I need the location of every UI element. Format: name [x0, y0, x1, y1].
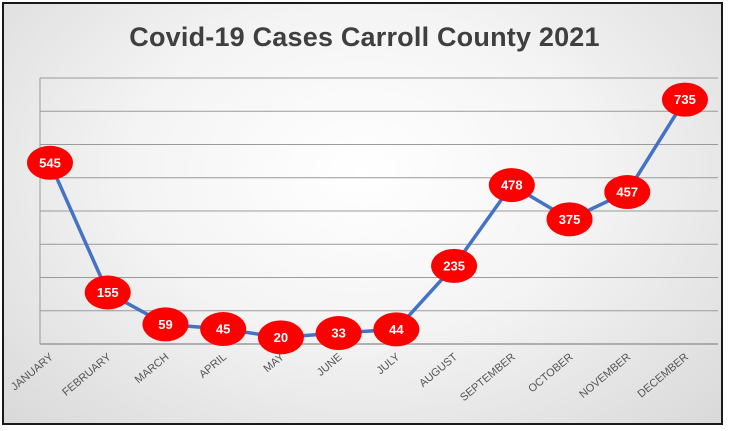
- data-label: 478: [501, 178, 523, 193]
- data-label: 545: [39, 155, 61, 170]
- data-label: 375: [559, 212, 581, 227]
- data-point: 478: [488, 168, 535, 203]
- data-point: 375: [546, 202, 593, 237]
- chart-title: Covid-19 Cases Carroll County 2021: [129, 22, 600, 52]
- data-point: 59: [142, 307, 189, 342]
- data-label: 33: [331, 326, 345, 341]
- x-axis-labels: JANUARY FEBRUARY MARCH APRIL MAY JUNE JULY AUGU…: [9, 351, 691, 404]
- data-markers: 545 155 59 45 20 33 44 235 478 375 457 735: [27, 82, 708, 355]
- data-marker: [27, 145, 73, 180]
- data-marker: [257, 320, 304, 355]
- data-point: 545: [27, 145, 73, 180]
- x-tick-label: MARCH: [133, 351, 172, 386]
- data-marker: [546, 202, 593, 237]
- x-tick-label: JUNE: [315, 351, 345, 379]
- data-marker: [84, 275, 131, 310]
- data-point: 20: [257, 320, 304, 355]
- data-label: 155: [97, 285, 119, 300]
- x-tick-label: SEPTEMBER: [458, 351, 518, 404]
- data-point: 235: [431, 248, 478, 283]
- data-marker: [200, 312, 247, 347]
- data-label: 735: [674, 92, 696, 107]
- data-label: 59: [158, 317, 172, 332]
- x-tick-label: JULY: [375, 351, 403, 377]
- data-marker: [373, 312, 420, 347]
- data-marker: [431, 248, 478, 283]
- x-tick-label: MAY: [261, 351, 287, 375]
- data-marker: [604, 175, 651, 210]
- data-point: 155: [84, 275, 131, 310]
- data-point: 45: [200, 312, 247, 347]
- data-point: 33: [315, 316, 362, 351]
- data-label: 235: [443, 258, 465, 273]
- data-marker: [488, 168, 535, 203]
- data-label: 457: [616, 185, 638, 200]
- x-tick-label: JANUARY: [9, 351, 56, 393]
- data-label: 45: [216, 322, 230, 337]
- data-point: 735: [662, 82, 708, 117]
- x-tick-label: DECEMBER: [635, 351, 691, 400]
- data-label: 44: [389, 322, 404, 337]
- gridlines: [39, 77, 718, 345]
- data-label: 20: [274, 330, 288, 345]
- data-marker: [662, 82, 708, 117]
- x-tick-label: AUGUST: [417, 351, 460, 390]
- data-marker: [142, 307, 189, 342]
- x-tick-label: FEBRUARY: [60, 351, 114, 399]
- chart-frame: [2, 2, 723, 425]
- x-tick-label: OCTOBER: [526, 351, 575, 395]
- x-tick-label: APRIL: [197, 351, 229, 381]
- data-point: 44: [373, 312, 420, 347]
- x-tick-label: NOVEMBER: [577, 351, 633, 401]
- data-point: 457: [604, 175, 651, 210]
- data-marker: [315, 316, 362, 351]
